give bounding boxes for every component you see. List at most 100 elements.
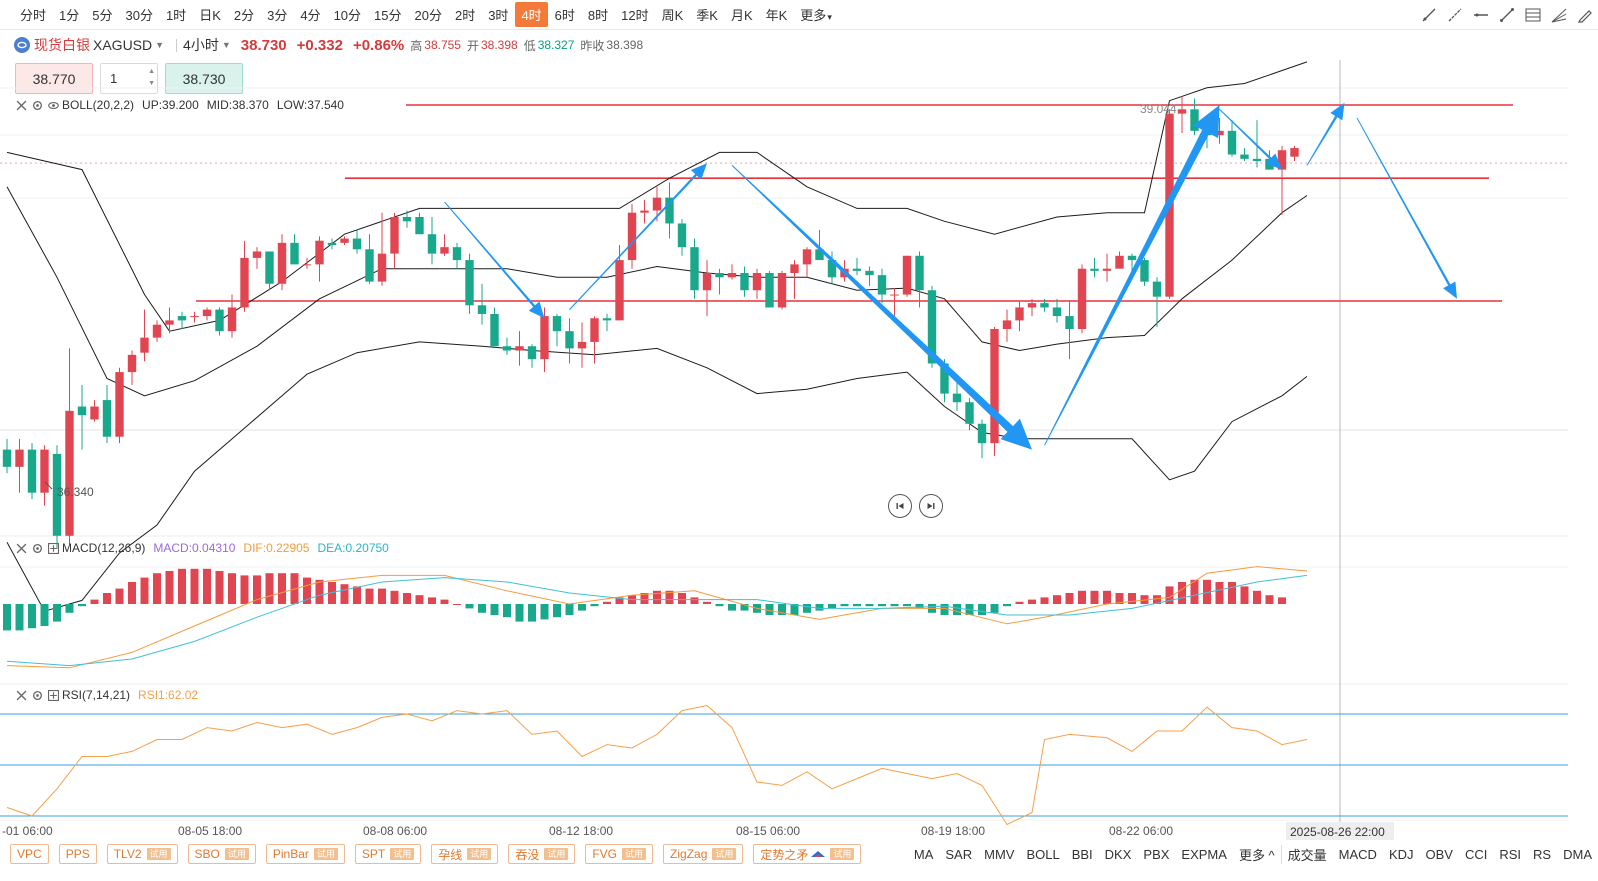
main-indicator-tab[interactable]: MMV — [984, 846, 1015, 862]
signal-tab[interactable]: 孕线 试用 — [431, 844, 499, 864]
expand-icon[interactable] — [46, 541, 60, 555]
sub-indicator-tab[interactable]: RSI — [1499, 846, 1522, 862]
sub-indicator-tab[interactable]: MACD — [1338, 846, 1377, 862]
main-indicator-tab[interactable]: BBI — [1071, 846, 1093, 862]
sub-indicator-tab[interactable]: DMA — [1563, 846, 1592, 862]
signal-tab[interactable]: VPC — [10, 844, 49, 864]
boll-name[interactable]: BOLL(20,2,2) — [62, 98, 135, 112]
close-icon[interactable] — [14, 541, 28, 555]
period-tab[interactable]: 月K — [730, 8, 753, 23]
signal-tab[interactable]: SPT 试用 — [354, 844, 422, 864]
main-indicator-tab[interactable]: SAR — [945, 846, 973, 862]
settings-icon[interactable] — [30, 541, 44, 555]
candle-body — [777, 273, 787, 308]
period-tab[interactable]: 1分 — [59, 8, 80, 23]
sub-indicator-tab[interactable]: KDJ — [1388, 846, 1414, 862]
buy-button[interactable]: 38.730 — [165, 63, 243, 94]
period-tab[interactable]: 3分 — [267, 8, 288, 23]
eye-icon[interactable] — [46, 98, 60, 112]
macd-histogram-bar — [478, 604, 486, 613]
macd-histogram-bar — [53, 604, 61, 622]
main-indicator-tab[interactable]: 更多 ^ — [1238, 847, 1275, 863]
fan-lines-icon[interactable] — [1546, 0, 1572, 30]
step-back-button[interactable] — [888, 494, 912, 518]
period-tab[interactable]: 10分 — [333, 8, 362, 23]
sell-button[interactable]: 38.770 — [15, 63, 93, 94]
period-tab[interactable]: 1时 — [165, 8, 187, 23]
main-indicator-tab[interactable]: BOLL — [1026, 846, 1060, 862]
candle-body — [127, 354, 137, 373]
period-tab[interactable]: 2分 — [233, 8, 255, 23]
period-tab[interactable]: 3时 — [488, 8, 509, 23]
signal-tab-label: FVG — [592, 847, 618, 861]
period-tab[interactable]: 分时 — [20, 8, 47, 23]
candle-body — [615, 260, 624, 321]
period-tab[interactable]: 20分 — [414, 8, 442, 23]
sub-indicator-tab[interactable]: RS — [1533, 846, 1552, 862]
period-tab[interactable]: 8时 — [587, 8, 609, 23]
candle-body — [1015, 307, 1024, 321]
candle — [790, 260, 799, 299]
signal-tab[interactable]: 吞没 试用 — [508, 844, 576, 864]
step-forward-button[interactable] — [919, 494, 943, 518]
period-tab[interactable]: 6时 — [554, 8, 575, 23]
expand-icon[interactable] — [46, 688, 60, 702]
signal-tab[interactable]: PPS — [58, 844, 97, 864]
signal-tab[interactable]: PinBar 试用 — [265, 844, 345, 864]
signal-tab[interactable]: TLV2 试用 — [106, 844, 178, 864]
period-tab[interactable]: 4时 — [515, 2, 548, 27]
main-indicator-tab[interactable]: EXPMA — [1181, 846, 1227, 862]
candle — [77, 385, 87, 450]
macd-histogram-bar — [1228, 582, 1236, 604]
sub-indicator-tab[interactable]: 成交量 — [1280, 844, 1333, 864]
period-tab[interactable]: 年K — [765, 8, 788, 23]
close-icon[interactable] — [14, 688, 28, 702]
period-tab[interactable]: 季K — [696, 8, 718, 23]
candle — [552, 313, 562, 347]
period-tab[interactable]: 15分 — [374, 8, 402, 23]
ray-line-icon[interactable] — [1416, 0, 1442, 30]
period-tab[interactable]: 更多▾ — [800, 8, 832, 23]
period-tab[interactable]: 周K — [661, 8, 684, 23]
period-tab[interactable]: 日K — [199, 8, 221, 23]
horizontal-segment-icon[interactable] — [1468, 0, 1494, 30]
instrument-name[interactable]: 现货白银 — [34, 37, 90, 53]
segment-icon[interactable] — [1494, 0, 1520, 30]
fibonacci-icon[interactable] — [1520, 0, 1546, 30]
main-indicator-tab[interactable]: MA — [913, 846, 934, 862]
instrument-dropdown-icon[interactable]: ▼ — [155, 40, 165, 50]
macd-name[interactable]: MACD(12,26,9) — [62, 541, 146, 555]
period-tab[interactable]: 5分 — [92, 8, 113, 23]
period-tab[interactable]: 4分 — [300, 8, 321, 23]
close-icon[interactable] — [14, 98, 28, 112]
period-tab[interactable]: 12时 — [621, 8, 649, 23]
header-divider — [176, 38, 178, 52]
macd-histogram-bar — [1165, 586, 1174, 604]
settings-icon[interactable] — [30, 688, 44, 702]
signal-tab[interactable]: 定势之矛 试用 — [753, 844, 862, 864]
candle — [152, 320, 162, 342]
period-tab[interactable]: 30分 — [125, 8, 153, 23]
timeframe-select[interactable]: 4小时 — [183, 37, 219, 53]
signal-tab[interactable]: SBO 试用 — [187, 844, 256, 864]
signal-tab[interactable]: ZigZag 试用 — [663, 844, 744, 864]
stepper-arrows-icon[interactable]: ▲ ▼ — [148, 68, 155, 87]
extended-line-icon[interactable] — [1442, 0, 1468, 30]
rsi-name[interactable]: RSI(7,14,21) — [62, 688, 131, 702]
candle — [902, 255, 912, 297]
main-indicator-tab[interactable]: DKX — [1104, 846, 1132, 862]
period-tab[interactable]: 2时 — [454, 8, 476, 23]
candle — [1152, 277, 1162, 327]
sub-indicator-tab[interactable]: OBV — [1425, 846, 1453, 862]
macd-histogram-bar — [1178, 582, 1186, 604]
quantity-stepper[interactable]: 1 ▲ ▼ — [100, 63, 158, 94]
signal-tab[interactable]: FVG 试用 — [585, 844, 654, 864]
timeframe-dropdown-icon[interactable]: ▼ — [221, 40, 231, 50]
sub-indicator-tab[interactable]: CCI — [1464, 846, 1488, 862]
instrument-code[interactable]: XAGUSD — [93, 37, 153, 53]
pen-icon[interactable] — [1572, 0, 1598, 30]
main-indicator-tab[interactable]: PBX — [1143, 846, 1170, 862]
trial-badge: 试用 — [622, 848, 647, 860]
settings-icon[interactable] — [30, 98, 44, 112]
